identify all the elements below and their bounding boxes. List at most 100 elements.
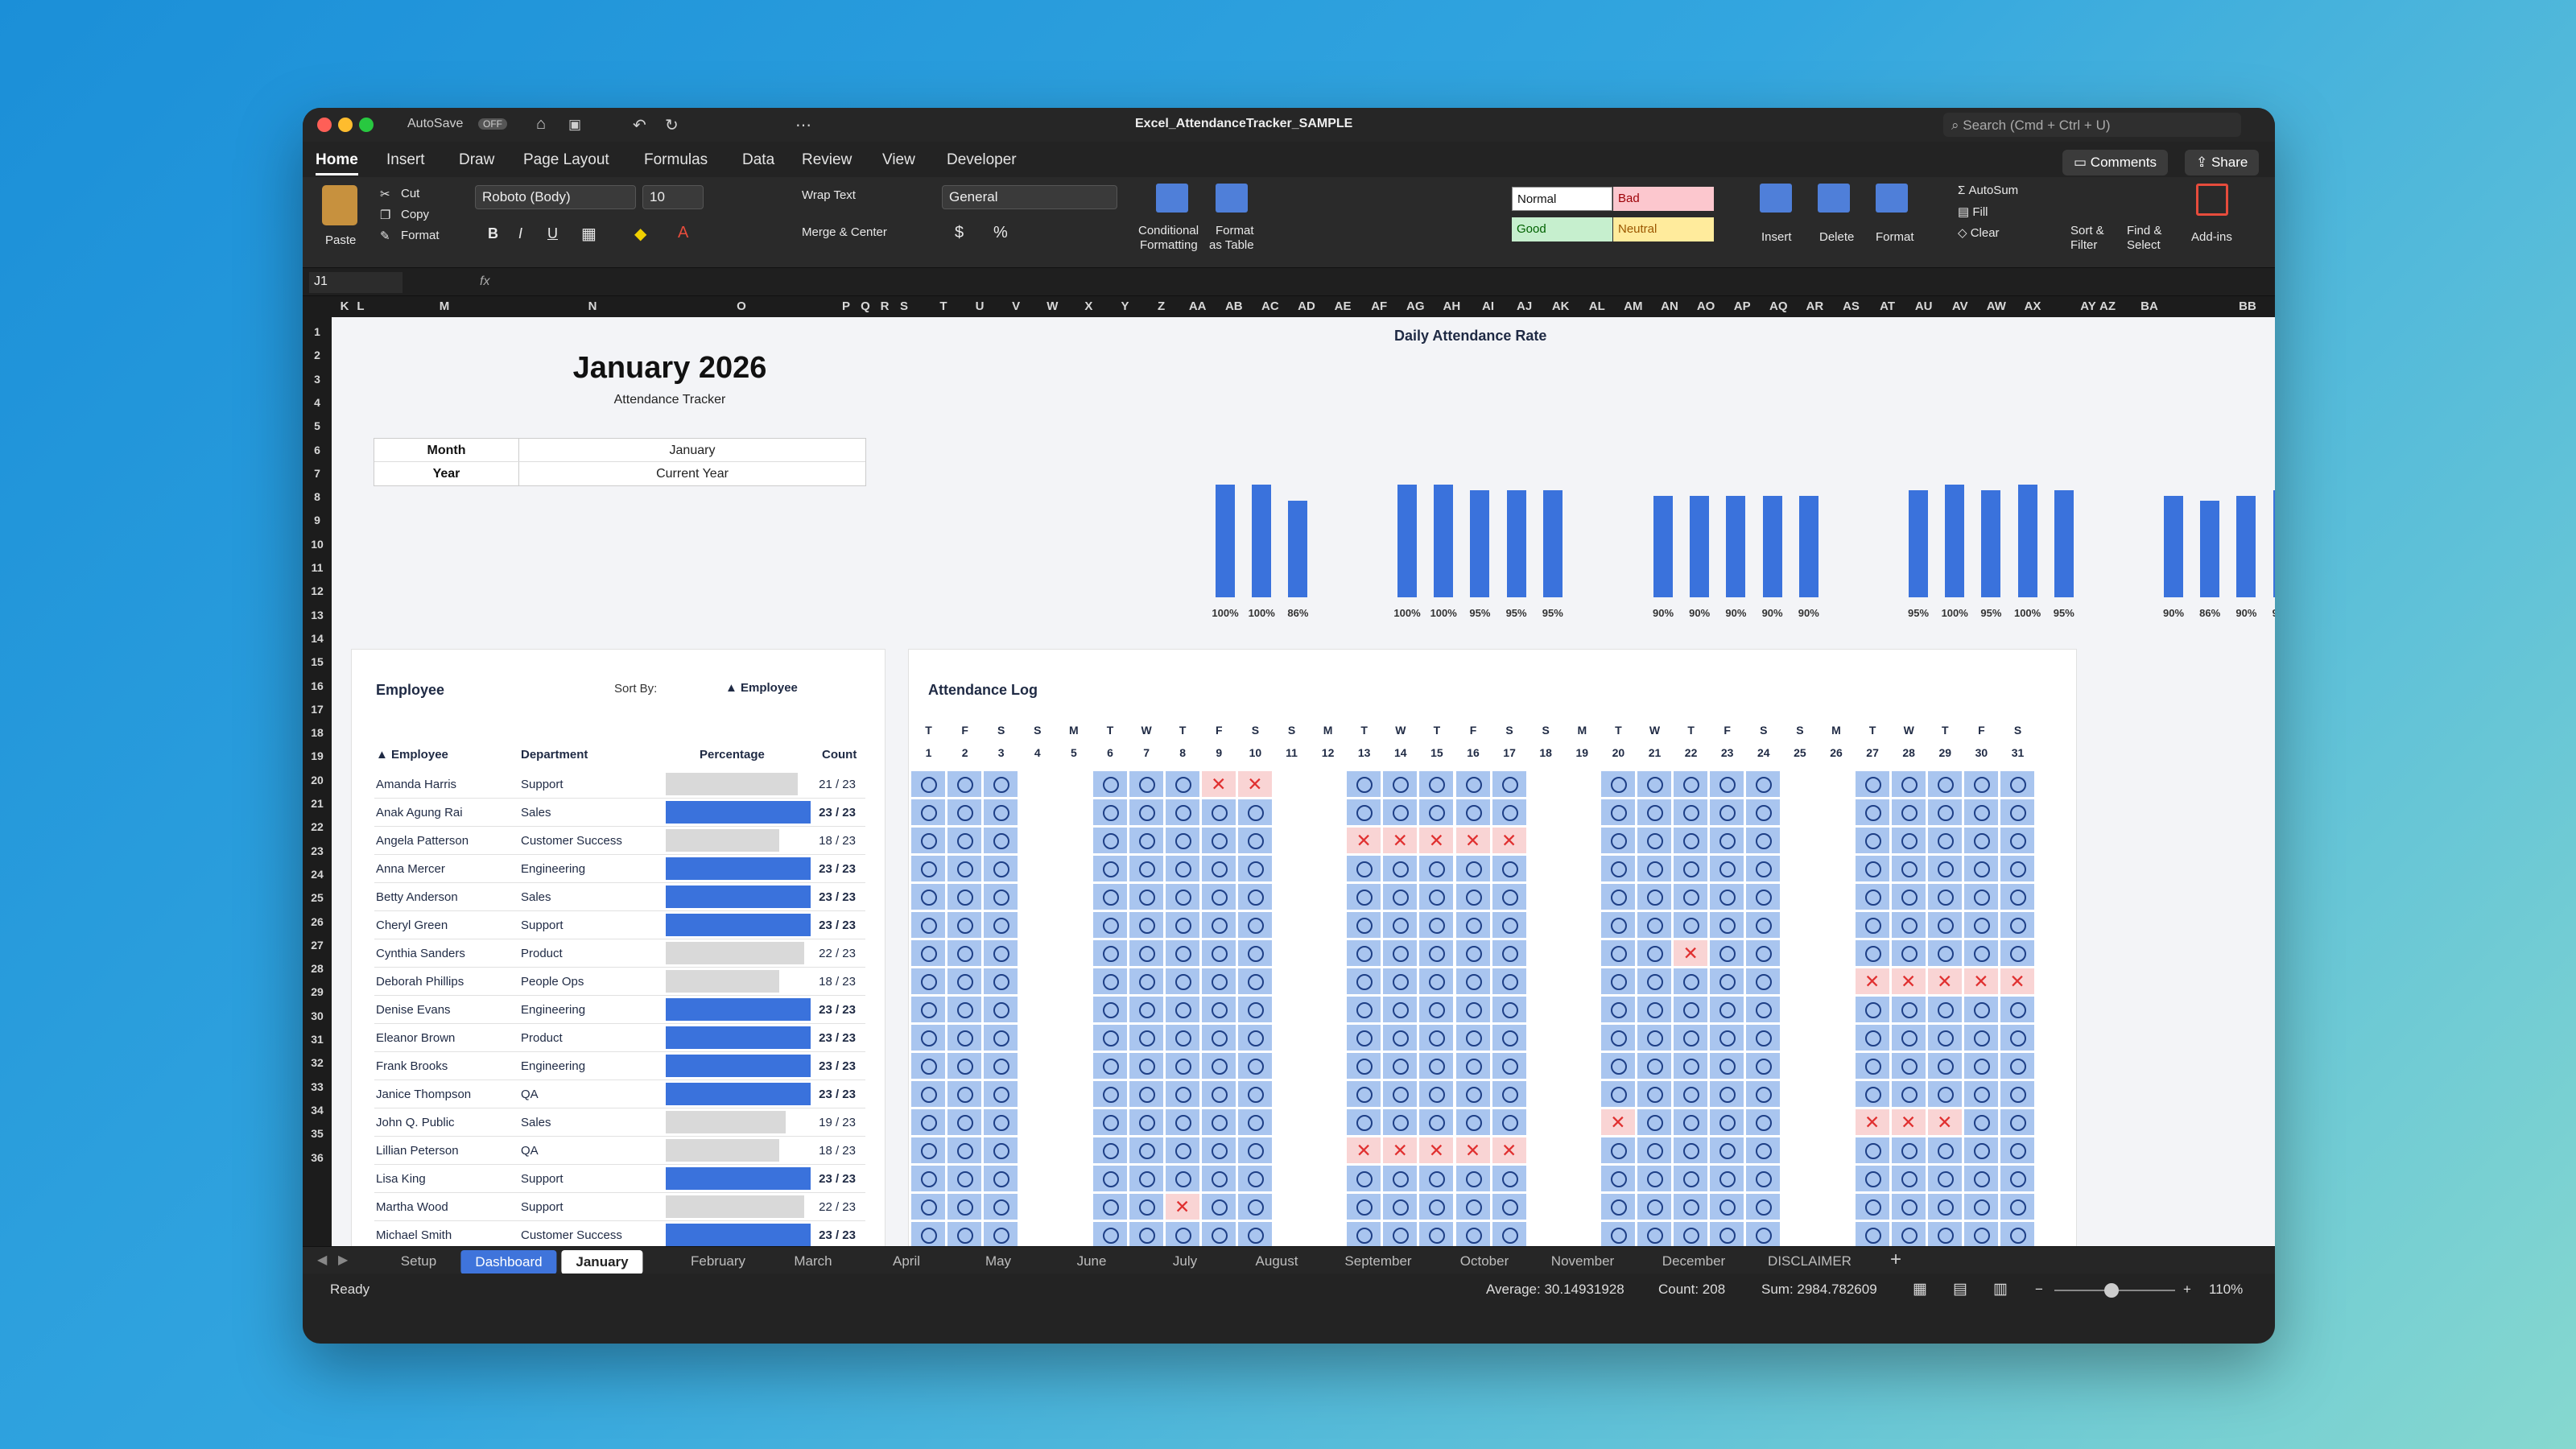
present-cell[interactable] xyxy=(1673,1052,1709,1080)
font-size-select[interactable]: 10 xyxy=(642,185,704,209)
present-cell[interactable] xyxy=(1637,770,1672,798)
present-cell[interactable] xyxy=(910,770,946,798)
present-cell[interactable] xyxy=(1092,1193,1128,1220)
present-cell[interactable] xyxy=(1963,1052,1999,1080)
present-cell[interactable] xyxy=(983,1052,1019,1080)
present-cell[interactable] xyxy=(910,1108,946,1136)
present-cell[interactable] xyxy=(1600,770,1636,798)
row-header-29[interactable]: 29 xyxy=(311,985,324,999)
column-header-t[interactable]: T xyxy=(939,299,947,313)
present-cell[interactable] xyxy=(1854,1024,1890,1051)
column-header-aa[interactable]: AA xyxy=(1188,299,1207,313)
present-cell[interactable] xyxy=(1092,855,1128,882)
format-cells-button[interactable]: Format xyxy=(1876,230,1914,244)
present-cell[interactable] xyxy=(1637,996,1672,1023)
present-cell[interactable] xyxy=(1164,1024,1200,1051)
present-cell[interactable] xyxy=(1709,939,1745,967)
present-cell[interactable] xyxy=(1092,968,1128,995)
name-box[interactable]: J1 xyxy=(309,272,402,293)
insert-cells-button[interactable]: Insert xyxy=(1761,230,1792,244)
fill-color-icon[interactable]: ◆ xyxy=(634,225,647,243)
header-employee[interactable]: ▲ Employee xyxy=(376,748,448,762)
present-cell[interactable] xyxy=(947,968,983,995)
sheet-tab-august[interactable]: August xyxy=(1255,1253,1298,1269)
column-header-aj[interactable]: AJ xyxy=(1517,299,1533,313)
undo-icon[interactable]: ↶ xyxy=(633,117,646,134)
present-cell[interactable] xyxy=(1600,827,1636,854)
present-cell[interactable] xyxy=(1092,996,1128,1023)
present-cell[interactable] xyxy=(1346,1024,1382,1051)
present-cell[interactable] xyxy=(1709,1165,1745,1192)
present-cell[interactable] xyxy=(1455,1165,1491,1192)
present-cell[interactable] xyxy=(1673,883,1709,910)
present-cell[interactable] xyxy=(1709,996,1745,1023)
present-cell[interactable] xyxy=(1092,770,1128,798)
present-cell[interactable] xyxy=(1491,770,1527,798)
present-cell[interactable] xyxy=(2000,1221,2035,1246)
present-cell[interactable] xyxy=(2000,1137,2035,1164)
absent-cell[interactable]: ✕ xyxy=(1418,1137,1455,1164)
present-cell[interactable] xyxy=(1236,799,1273,826)
present-cell[interactable] xyxy=(1200,996,1236,1023)
present-cell[interactable] xyxy=(1600,939,1636,967)
row-header-3[interactable]: 3 xyxy=(314,372,320,386)
present-cell[interactable] xyxy=(947,996,983,1023)
present-cell[interactable] xyxy=(910,968,946,995)
present-cell[interactable] xyxy=(1200,1052,1236,1080)
absent-cell[interactable]: ✕ xyxy=(1926,1108,1963,1136)
present-cell[interactable] xyxy=(1455,939,1491,967)
sheet-tab-october[interactable]: October xyxy=(1459,1253,1509,1269)
present-cell[interactable] xyxy=(1164,799,1200,826)
present-cell[interactable] xyxy=(1418,883,1455,910)
save-icon[interactable]: ▣ xyxy=(568,117,582,132)
present-cell[interactable] xyxy=(2000,770,2035,798)
present-cell[interactable] xyxy=(1092,883,1128,910)
row-header-31[interactable]: 31 xyxy=(311,1033,324,1046)
row-header-36[interactable]: 36 xyxy=(311,1150,324,1164)
absent-cell[interactable]: ✕ xyxy=(1600,1108,1636,1136)
fill-button[interactable]: ▤ Fill xyxy=(1958,205,1988,219)
present-cell[interactable] xyxy=(1926,939,1963,967)
present-cell[interactable] xyxy=(1455,968,1491,995)
row-header-24[interactable]: 24 xyxy=(311,867,324,881)
present-cell[interactable] xyxy=(1164,1052,1200,1080)
present-cell[interactable] xyxy=(1382,1193,1418,1220)
present-cell[interactable] xyxy=(1890,827,1926,854)
row-header-10[interactable]: 10 xyxy=(311,537,324,551)
present-cell[interactable] xyxy=(1673,770,1709,798)
present-cell[interactable] xyxy=(1637,1080,1672,1108)
present-cell[interactable] xyxy=(1382,996,1418,1023)
sheet-tab-february[interactable]: February xyxy=(690,1253,746,1269)
present-cell[interactable] xyxy=(1926,911,1963,939)
present-cell[interactable] xyxy=(1745,1193,1781,1220)
present-cell[interactable] xyxy=(1491,1165,1527,1192)
column-header-ao[interactable]: AO xyxy=(1696,299,1715,313)
present-cell[interactable] xyxy=(1236,996,1273,1023)
absent-cell[interactable]: ✕ xyxy=(1382,827,1418,854)
present-cell[interactable] xyxy=(1128,1108,1164,1136)
row-header-27[interactable]: 27 xyxy=(311,938,324,952)
present-cell[interactable] xyxy=(1709,1108,1745,1136)
present-cell[interactable] xyxy=(1455,911,1491,939)
present-cell[interactable] xyxy=(1128,996,1164,1023)
column-header-as[interactable]: AS xyxy=(1843,299,1860,313)
table-row[interactable]: Eleanor Brown Product 23 / 23 xyxy=(374,1024,865,1052)
sort-filter-label-1[interactable]: Sort & xyxy=(2070,224,2104,237)
present-cell[interactable] xyxy=(1236,939,1273,967)
absent-cell[interactable]: ✕ xyxy=(1963,968,1999,995)
column-header-bb[interactable]: BB xyxy=(2239,299,2256,313)
present-cell[interactable] xyxy=(1128,1052,1164,1080)
column-header-k[interactable]: K xyxy=(340,299,349,313)
delete-cells-button[interactable]: Delete xyxy=(1819,230,1855,244)
present-cell[interactable] xyxy=(1200,1080,1236,1108)
present-cell[interactable] xyxy=(1455,799,1491,826)
present-cell[interactable] xyxy=(1890,1193,1926,1220)
present-cell[interactable] xyxy=(1709,1080,1745,1108)
present-cell[interactable] xyxy=(1382,1221,1418,1246)
present-cell[interactable] xyxy=(1745,799,1781,826)
wrap-text-button[interactable]: Wrap Text xyxy=(802,188,856,202)
row-header-34[interactable]: 34 xyxy=(311,1103,324,1117)
underline-button[interactable]: U xyxy=(547,225,558,242)
present-cell[interactable] xyxy=(2000,1165,2035,1192)
table-row[interactable]: Angela Patterson Customer Success 18 / 23 xyxy=(374,827,865,855)
